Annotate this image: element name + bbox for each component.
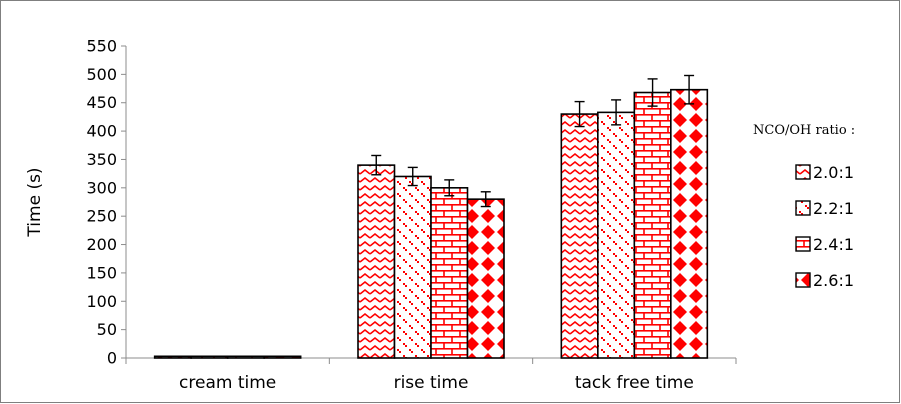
- y-tick-label: 300: [86, 178, 117, 197]
- legend-swatch: [795, 236, 811, 252]
- y-tick-label: 450: [86, 93, 117, 112]
- bar: [560, 113, 599, 359]
- bar: [633, 91, 672, 359]
- bar: [190, 355, 229, 359]
- bar: [153, 355, 192, 359]
- legend-title: NCO/OH ratio :: [753, 123, 855, 138]
- legend-label: 2.0:1: [813, 163, 854, 182]
- bar: [466, 198, 505, 359]
- bars-layer: [153, 74, 709, 359]
- y-tick-label: 550: [86, 37, 117, 56]
- y-tick-label: 350: [86, 150, 117, 169]
- legend-label: 2.2:1: [813, 199, 854, 218]
- bar: [597, 111, 636, 359]
- legend-label: 2.6:1: [813, 271, 854, 290]
- y-tick-label: 50: [97, 320, 117, 339]
- y-tick-label: 0: [107, 349, 117, 368]
- bar: [670, 88, 709, 359]
- y-tick-label: 500: [86, 65, 117, 84]
- bar: [393, 175, 432, 359]
- legend-swatch: [795, 164, 811, 180]
- legend-swatch: [795, 200, 811, 216]
- legend-swatch: [795, 272, 811, 288]
- y-axis-title: Time (s): [25, 167, 45, 237]
- legend: NCO/OH ratio : 2.0:1 2.2:1 2.4:1 2.6:1: [753, 123, 855, 290]
- y-tick-label: 150: [86, 263, 117, 282]
- x-category-label: tack free time: [575, 373, 694, 393]
- x-category-label: rise time: [394, 373, 469, 393]
- y-tick-label: 250: [86, 207, 117, 226]
- x-category-label: cream time: [179, 373, 276, 393]
- legend-label: 2.4:1: [813, 235, 854, 254]
- y-axis: 0 50 100 150 200 250 300 350 400 450 500 550: [86, 37, 127, 368]
- y-tick-label: 100: [86, 292, 117, 311]
- bar: [226, 355, 265, 359]
- bar: [263, 355, 302, 359]
- y-tick-label: 200: [86, 235, 117, 254]
- y-tick-label: 400: [86, 122, 117, 141]
- bar: [357, 164, 396, 359]
- bar: [430, 187, 469, 359]
